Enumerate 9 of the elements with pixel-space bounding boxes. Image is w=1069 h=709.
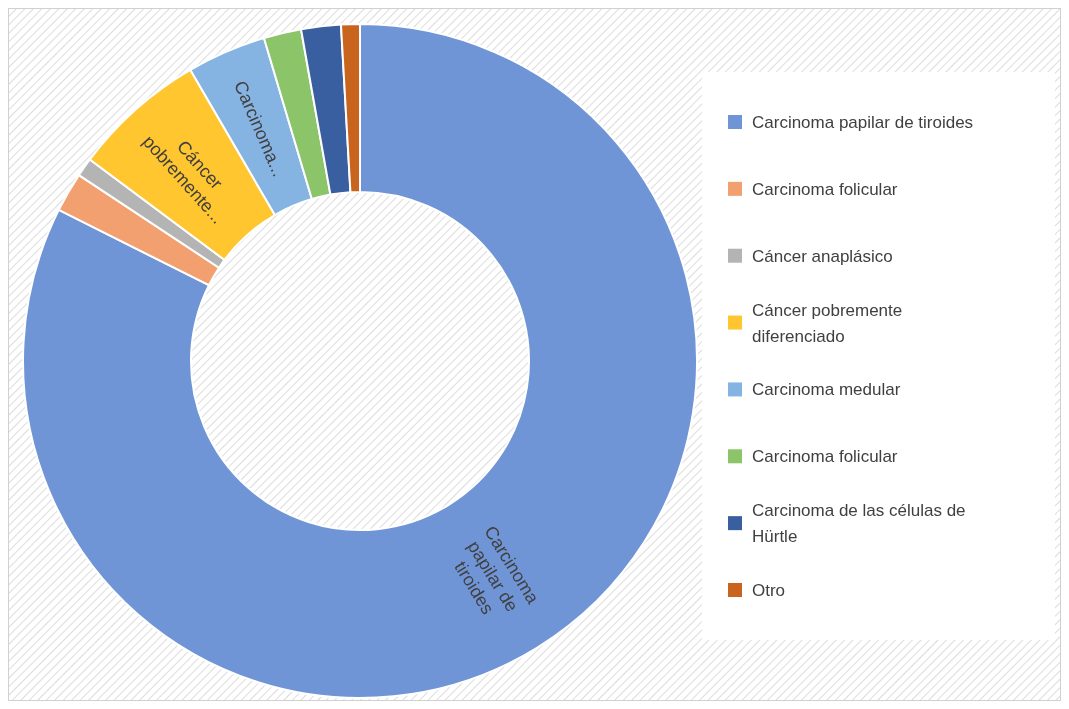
legend-label: Carcinoma folicular	[752, 447, 898, 467]
legend-label: Carcinoma de las células de Hürtle	[752, 501, 966, 547]
donut-slice	[22, 23, 698, 699]
legend-label: Carcinoma folicular	[752, 179, 898, 199]
legend-label: Carcinoma papilar de tiroides	[752, 113, 974, 132]
legend-label: Carcinoma medular	[752, 380, 901, 400]
legend-label: Otro	[752, 581, 786, 600]
legend-label: Cáncer pobremente diferenciado	[752, 300, 903, 346]
legend-label: Cáncer anaplásico	[752, 246, 893, 266]
